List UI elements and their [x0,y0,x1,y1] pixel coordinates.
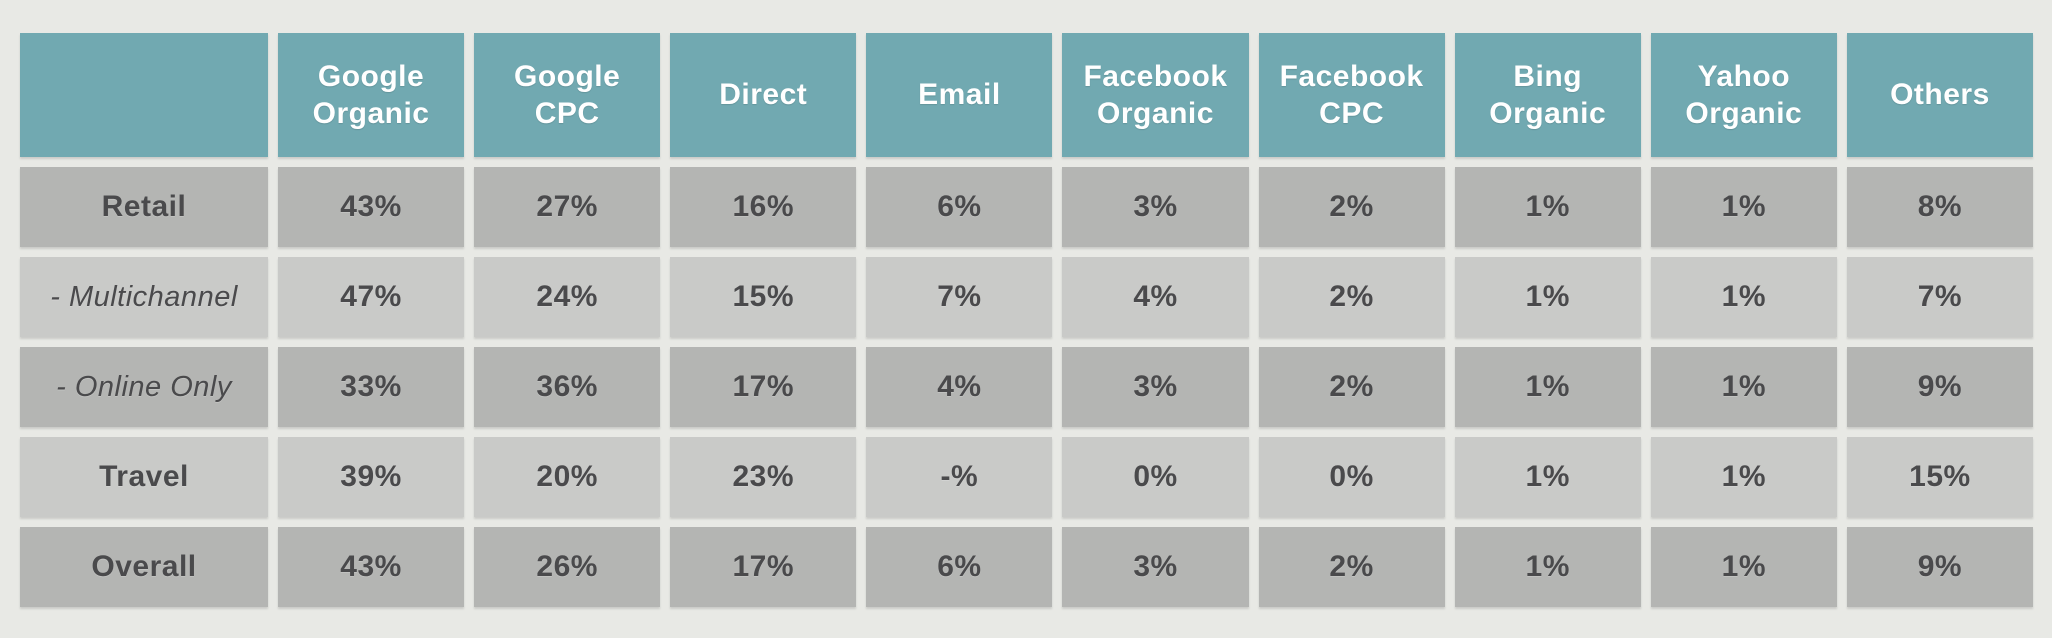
data-cell: 17% [670,527,857,607]
data-cell: 23% [670,437,857,517]
data-cell: 6% [866,527,1053,607]
data-cell: 47% [278,257,465,337]
row-label-online-only: - Online Only [20,347,268,427]
row-label-travel: Travel [20,437,268,517]
data-cell: 1% [1650,527,1837,607]
row-label-retail: Retail [20,167,268,247]
data-cell: 3% [1062,167,1249,247]
data-cell: 1% [1650,257,1837,337]
data-cell: 1% [1650,437,1837,517]
data-cell: 1% [1454,257,1641,337]
data-cell: 3% [1062,347,1249,427]
data-cell: 15% [1846,437,2033,517]
data-cell: 8% [1846,167,2033,247]
header-cell-facebook-cpc: Facebook CPC [1258,33,1445,157]
data-cell: 1% [1650,167,1837,247]
data-cell: 43% [278,167,465,247]
data-cell: 1% [1454,437,1641,517]
header-cell-facebook-organic: Facebook Organic [1062,33,1249,157]
row-label-overall: Overall [20,527,268,607]
data-cell: 1% [1454,527,1641,607]
data-cell: 20% [474,437,661,517]
data-cell: 27% [474,167,661,247]
data-cell: 4% [866,347,1053,427]
header-cell-yahoo-organic: Yahoo Organic [1650,33,1837,157]
data-cell: 3% [1062,527,1249,607]
header-cell-bing-organic: Bing Organic [1454,33,1641,157]
header-cell-blank [20,33,268,157]
traffic-sources-table: Google Organic Google CPC Direct Email F… [20,33,2033,607]
data-cell: 33% [278,347,465,427]
data-cell: 43% [278,527,465,607]
header-cell-others: Others [1846,33,2033,157]
header-cell-direct: Direct [670,33,857,157]
data-cell: 2% [1258,167,1445,247]
data-cell: 2% [1258,527,1445,607]
data-cell: 26% [474,527,661,607]
data-cell: 2% [1258,347,1445,427]
data-cell: 7% [866,257,1053,337]
data-cell: 2% [1258,257,1445,337]
data-cell: 24% [474,257,661,337]
data-cell: 16% [670,167,857,247]
data-cell: 4% [1062,257,1249,337]
header-cell-google-organic: Google Organic [278,33,465,157]
data-cell: 9% [1846,527,2033,607]
row-label-multichannel: - Multichannel [20,257,268,337]
data-cell: 0% [1258,437,1445,517]
data-cell: 1% [1650,347,1837,427]
data-cell: 9% [1846,347,2033,427]
data-cell: 15% [670,257,857,337]
data-cell: 17% [670,347,857,427]
header-cell-email: Email [866,33,1053,157]
header-cell-google-cpc: Google CPC [474,33,661,157]
data-cell: 0% [1062,437,1249,517]
data-cell: 7% [1846,257,2033,337]
data-cell: 36% [474,347,661,427]
data-cell: 39% [278,437,465,517]
data-cell: 1% [1454,167,1641,247]
data-cell: -% [866,437,1053,517]
data-cell: 1% [1454,347,1641,427]
data-cell: 6% [866,167,1053,247]
